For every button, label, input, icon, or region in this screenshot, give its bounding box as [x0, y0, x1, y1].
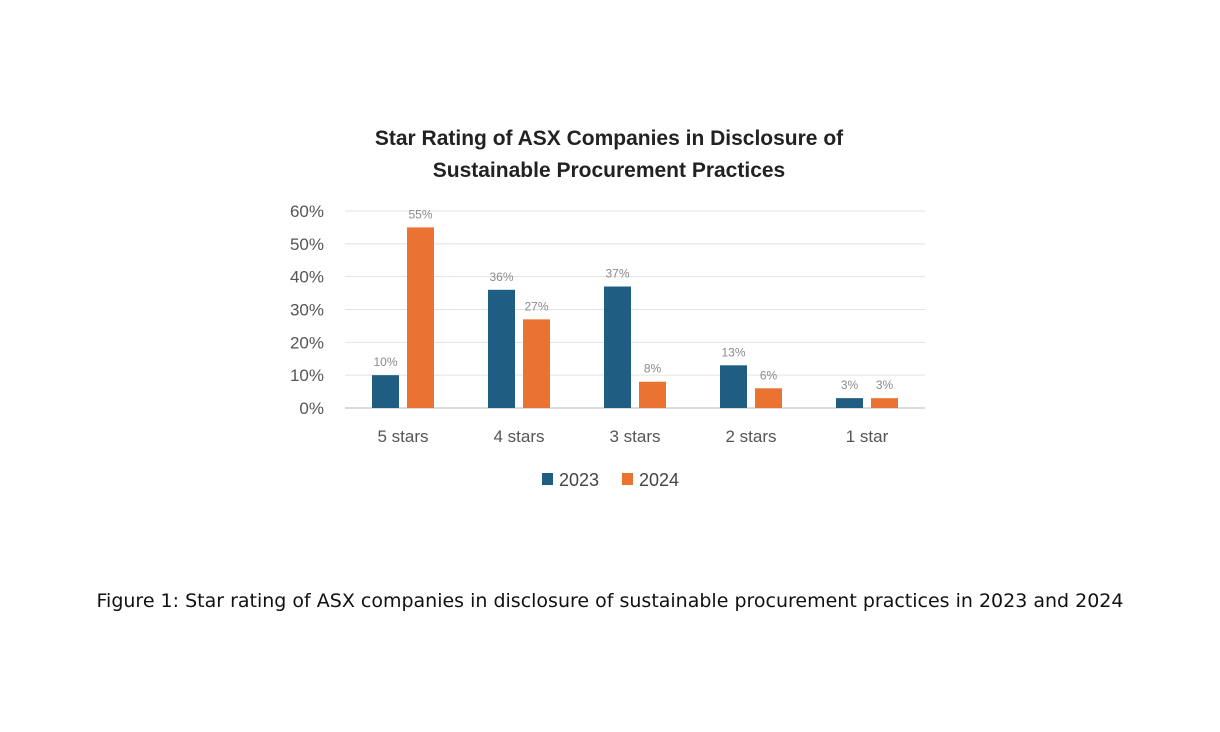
data-label: 55% [408, 207, 432, 221]
y-tick-label: 0% [299, 399, 324, 418]
data-label: 37% [605, 267, 629, 281]
y-tick-label: 60% [290, 202, 324, 221]
data-label: 8% [644, 362, 662, 376]
x-tick-label: 1 star [846, 427, 889, 446]
chart-title-line-2: Sustainable Procurement Practices [433, 159, 785, 182]
x-tick-label: 3 stars [609, 427, 660, 446]
data-label: 10% [373, 355, 397, 369]
data-label: 3% [841, 378, 859, 392]
data-label: 13% [721, 345, 745, 359]
bar-2023-5-stars [372, 375, 399, 408]
bar-2023-4-stars [488, 289, 515, 408]
bar-2023-3-stars [604, 286, 631, 408]
data-label: 36% [489, 270, 513, 284]
bar-2024-1-star [871, 398, 898, 408]
bar-2024-4-stars [523, 319, 550, 408]
bar-chart: Star Rating of ASX Companies in Disclosu… [290, 127, 925, 490]
bar-2024-3-stars [639, 381, 666, 408]
bar-2024-5-stars [407, 227, 434, 408]
data-label: 27% [524, 299, 548, 313]
y-tick-label: 40% [290, 268, 324, 287]
y-tick-label: 10% [290, 366, 324, 385]
y-tick-label: 20% [290, 333, 324, 352]
chart-title-line-1: Star Rating of ASX Companies in Disclosu… [375, 127, 844, 150]
legend-label: 2023 [559, 470, 599, 490]
x-tick-label: 2 stars [725, 427, 776, 446]
figure-caption: Figure 1: Star rating of ASX companies i… [96, 590, 1124, 612]
bar-2023-1-star [836, 398, 863, 408]
bar-2024-2-stars [755, 388, 782, 408]
data-label: 6% [760, 368, 778, 382]
legend-swatch-2024 [622, 473, 633, 485]
bar-2023-2-stars [720, 365, 747, 408]
x-tick-label: 5 stars [377, 427, 428, 446]
y-tick-label: 50% [290, 235, 324, 254]
legend-swatch-2023 [542, 473, 553, 485]
y-tick-label: 30% [290, 301, 324, 320]
legend-label: 2024 [639, 470, 679, 490]
data-label: 3% [876, 378, 894, 392]
x-tick-label: 4 stars [493, 427, 544, 446]
